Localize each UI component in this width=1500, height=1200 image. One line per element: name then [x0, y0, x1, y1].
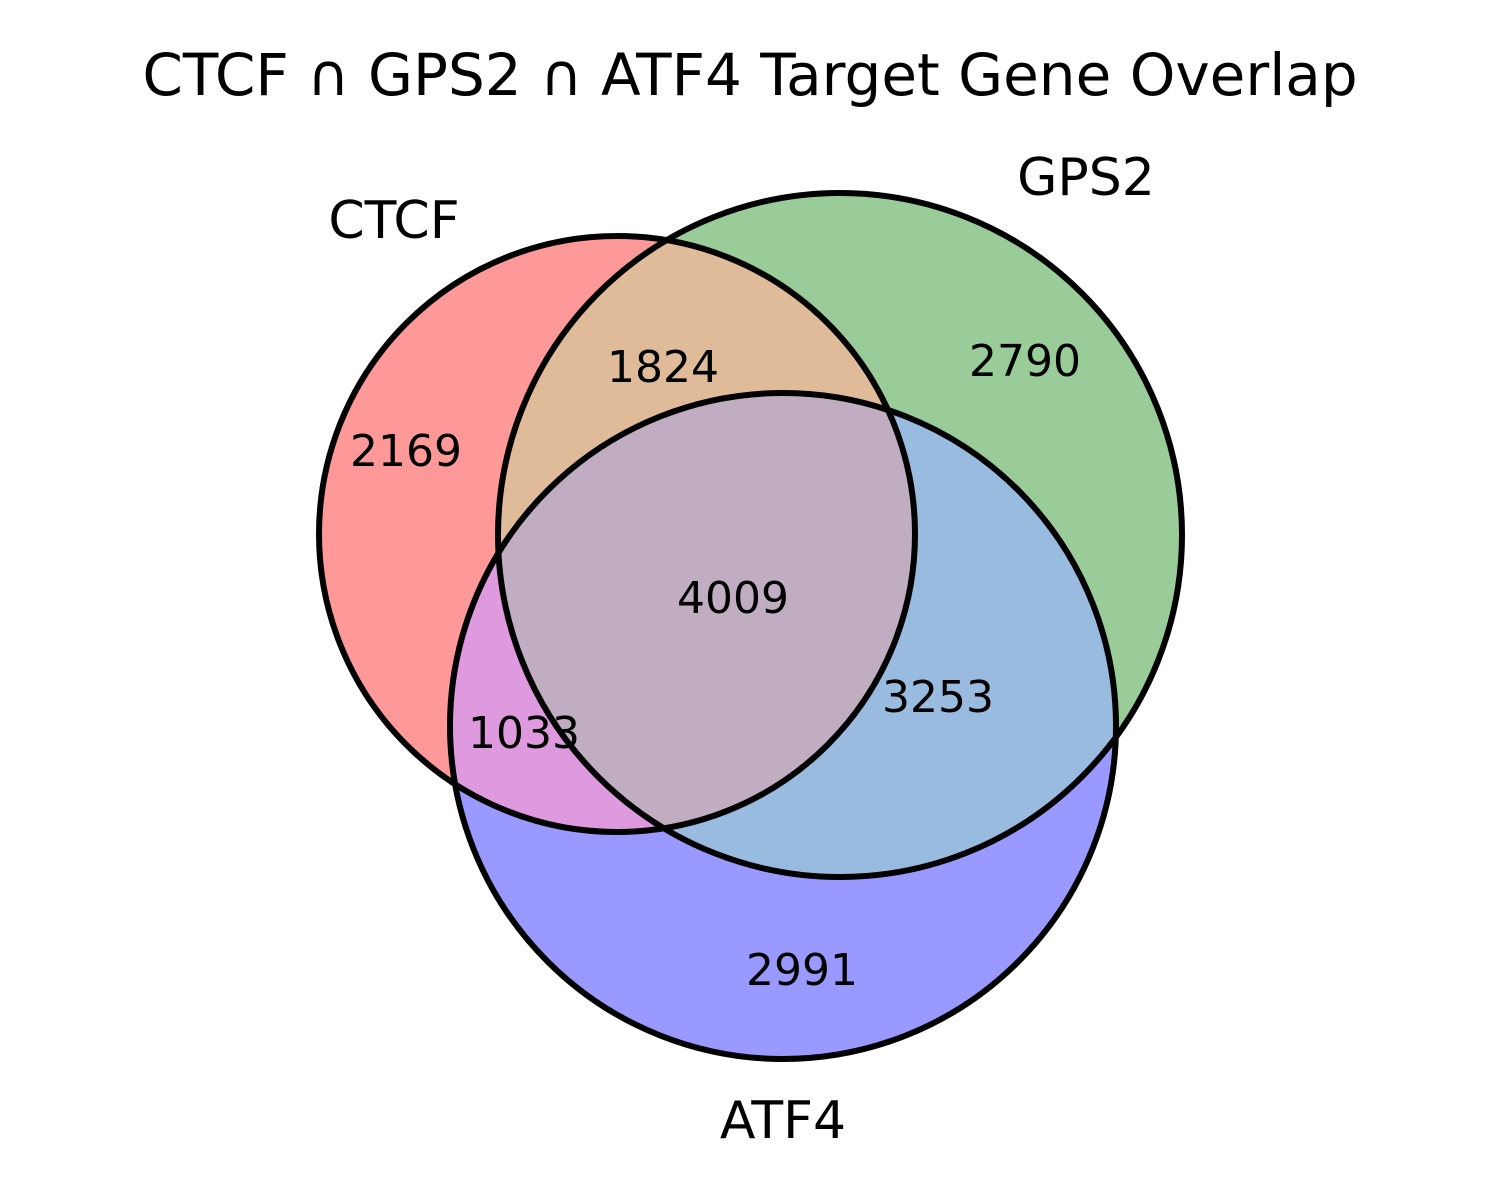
set-label-atf4: ATF4 — [720, 1091, 846, 1151]
count-all-three: 4009 — [677, 573, 789, 624]
set-label-gps2: GPS2 — [1017, 148, 1155, 208]
set-label-ctcf: CTCF — [328, 191, 459, 251]
circle-atf4-outline — [447, 390, 1119, 1062]
count-atf4-only: 2991 — [746, 945, 858, 996]
count-ctcf-gps2: 1824 — [607, 342, 719, 393]
count-ctcf-only: 2169 — [350, 426, 462, 477]
region-all-three — [498, 393, 915, 832]
count-gps2-only: 2790 — [969, 336, 1081, 387]
circle-ctcf-outline — [316, 233, 918, 835]
chart-title: CTCF ∩ GPS2 ∩ ATF4 Target Gene Overlap — [142, 41, 1357, 109]
circle-gps2-outline — [495, 190, 1185, 880]
count-ctcf-atf4: 1033 — [468, 708, 580, 759]
count-gps2-atf4: 3253 — [882, 672, 994, 723]
